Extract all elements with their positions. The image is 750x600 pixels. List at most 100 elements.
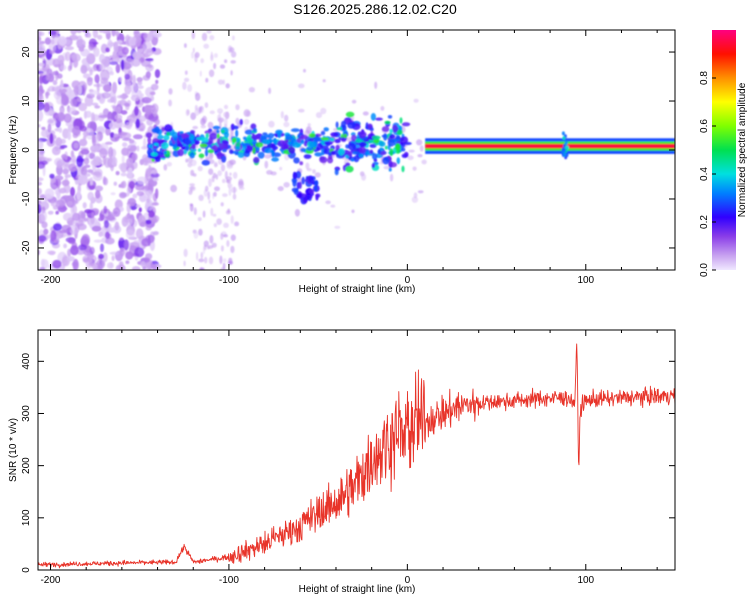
spectrogram-cell <box>50 230 57 243</box>
spectrogram-cell <box>306 168 312 172</box>
spectrogram-cell <box>239 119 243 126</box>
spectrogram-cell <box>194 53 198 63</box>
spectrogram-cell <box>351 134 357 142</box>
spectrogram-cell <box>39 201 50 211</box>
spectrogram-cell <box>192 47 195 53</box>
x-tick-label: -100 <box>219 575 239 586</box>
spectrogram-cell <box>217 117 225 123</box>
spectrogram-cell <box>185 144 190 152</box>
spectrogram-cell <box>58 127 63 134</box>
spectrogram-cell <box>308 133 316 138</box>
spectrogram-cell <box>285 133 292 141</box>
spectrogram-cell <box>209 110 215 115</box>
spectrogram-cell <box>200 58 204 64</box>
spectrogram-cell <box>69 224 79 235</box>
spectrogram-cell <box>132 193 138 199</box>
spectrogram-cell <box>217 170 222 177</box>
spectrogram-cell <box>191 51 194 59</box>
spectrogram-cell <box>401 147 406 152</box>
spectrogram-cell <box>367 123 373 129</box>
spectrogram-cell <box>133 30 140 35</box>
spectrogram-cell <box>372 153 378 160</box>
spectrogram-cell <box>334 225 341 229</box>
spectrogram-cell <box>113 41 119 54</box>
spectrogram-cell <box>225 210 231 215</box>
spectrogram-cell <box>230 60 236 64</box>
spectrogram-cell <box>214 186 220 192</box>
spectrogram-cell <box>64 174 72 178</box>
spectrogram-cell <box>148 210 155 218</box>
spectrogram-cell <box>320 130 326 136</box>
spectrogram-cell <box>110 192 116 196</box>
spectrogram-cell <box>381 126 390 133</box>
spectrogram-cell <box>38 30 42 37</box>
spectrogram-cell <box>562 136 566 141</box>
spectrogram-cell <box>66 256 75 262</box>
spectrogram-cell <box>91 133 96 143</box>
spectrogram-cell <box>230 215 234 225</box>
spectrogram-cell <box>132 51 142 60</box>
spectrogram-cell <box>220 164 226 172</box>
spectrogram-cell <box>211 175 215 183</box>
y-tick-label: 100 <box>21 509 32 526</box>
spectrogram-cell <box>60 79 64 90</box>
spectrogram-cell <box>323 149 328 155</box>
spectrogram-cell <box>52 71 59 76</box>
spectrogram-cell <box>38 124 41 128</box>
spectrogram-cell <box>135 37 141 47</box>
spectrogram-cell <box>199 267 205 270</box>
spectrogram-cell <box>81 233 91 246</box>
spectrogram-cell <box>76 155 84 168</box>
x-tick-label: 0 <box>405 575 411 586</box>
spectrogram-cell <box>320 107 327 115</box>
spectrogram-cell <box>217 108 224 114</box>
x-tick-label: -200 <box>40 275 60 286</box>
spectrogram-cell <box>99 148 108 159</box>
x-tick-label: -100 <box>219 275 239 286</box>
spectrogram-cell <box>89 68 93 76</box>
spectrogram-cell <box>95 133 100 144</box>
spectrogram-cell <box>209 235 214 244</box>
spectrogram-cell <box>231 137 237 143</box>
spectrogram-cell <box>70 150 75 158</box>
spectrogram-cell <box>154 69 161 79</box>
spectrogram-xlabel: Height of straight line (km) <box>299 284 416 295</box>
spectrogram-cell <box>563 153 567 157</box>
spectrogram-cell <box>330 132 339 137</box>
spectrogram-cell <box>343 133 348 138</box>
spectrogram-cell <box>300 134 308 140</box>
spectrogram-cell <box>45 91 49 99</box>
spectrogram-cell <box>48 85 56 92</box>
spectrogram-cell <box>74 179 79 185</box>
spectrogram-cell <box>216 129 220 134</box>
spectrogram-cell <box>375 117 383 121</box>
y-tick-label: 200 <box>21 457 32 474</box>
colorbar: 0.0 0.2 0.4 0.6 0.8 Normalized spectral ampl… <box>699 30 748 277</box>
spectrogram-cell <box>351 151 360 155</box>
spectrogram-cell <box>204 102 209 108</box>
spectrogram-cell <box>41 64 50 72</box>
spectrogram-cell <box>93 171 101 176</box>
spectrogram-cell <box>233 125 239 130</box>
spectrogram-cell <box>387 115 393 119</box>
spectrogram-cell <box>121 62 132 70</box>
spectrogram-cell <box>125 121 133 130</box>
spectrogram-cell <box>55 210 59 215</box>
spectrogram-cell <box>335 121 339 129</box>
spectrogram-cell <box>323 127 330 132</box>
spectrogram-cell <box>189 152 195 159</box>
spectrogram-ylabel: Frequency (Hz) <box>8 116 19 185</box>
spectrogram-cell <box>152 177 159 182</box>
spectrogram-cell <box>157 139 164 145</box>
spectrogram-cell <box>94 74 100 84</box>
spectrogram-cell <box>185 158 189 163</box>
spectrogram-cell <box>126 203 131 213</box>
spectrogram-cell <box>293 157 300 164</box>
spectrogram-cell <box>78 175 88 180</box>
spectrogram-cell <box>208 178 212 188</box>
spectrogram-cell <box>43 102 50 113</box>
spectrogram-cell <box>122 46 129 55</box>
spectrogram-cell <box>189 133 195 142</box>
spectrogram-cell <box>38 200 42 204</box>
